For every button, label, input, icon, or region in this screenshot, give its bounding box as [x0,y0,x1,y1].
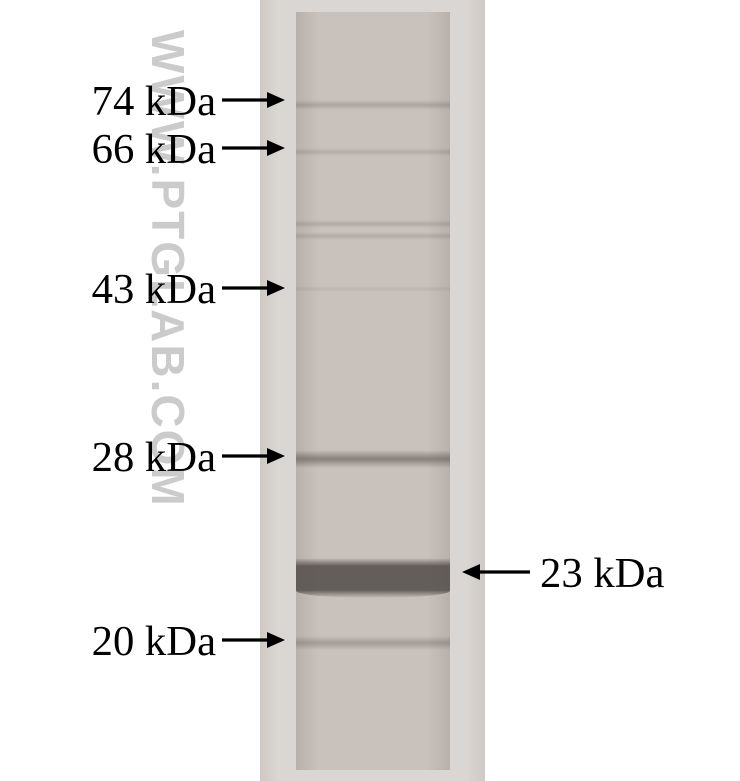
gel-band [296,450,450,468]
gel-lane [296,12,450,770]
marker-label: 74 kDa [92,77,216,126]
gel-band [296,100,450,110]
gel-band [296,220,450,228]
arrow-icon [202,137,305,159]
marker-label: 66 kDa [92,125,216,174]
marker-label: 20 kDa [92,617,216,666]
gel-figure: WWW.PTGLAB.COM 74 kDa66 kDa43 kDa28 kDa2… [0,0,740,781]
gel-band [296,558,450,598]
arrow-icon [202,445,305,467]
arrow-icon [202,89,305,111]
gel-band [296,232,450,240]
marker-label: 43 kDa [92,265,216,314]
marker-label: 28 kDa [92,433,216,482]
gel-band [296,636,450,650]
arrow-icon [442,561,550,583]
arrow-icon [202,629,305,651]
gel-band [296,286,450,292]
target-label: 23 kDa [540,549,664,598]
arrow-icon [202,277,305,299]
gel-band [296,148,450,156]
